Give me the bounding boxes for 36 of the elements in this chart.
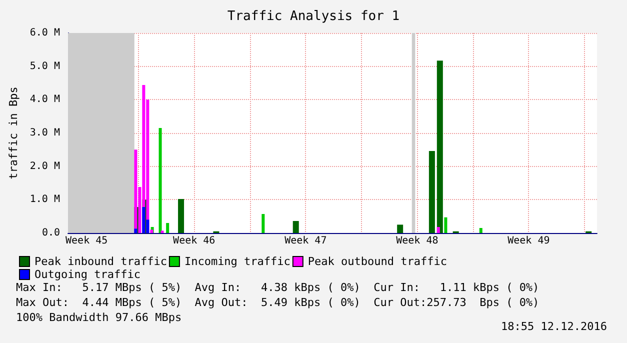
text: 100% Bandwidth 97.66 MBps (16, 311, 182, 324)
legend-label: Peak inbound traffic (34, 255, 167, 268)
bar (134, 228, 138, 233)
bar (428, 151, 435, 233)
y-tick-label: 2.0 M (30, 160, 60, 172)
y-tick-label: 4.0 M (30, 94, 60, 106)
bar (166, 223, 170, 233)
bar (292, 221, 299, 233)
text: 18:55 12.12.2016 (501, 320, 608, 333)
text: Max Out: 4.44 MBps ( 5%) Avg Out: 5.49 kBps ( 0%) Cur Out:257.73 Bps ( 0%) (16, 296, 540, 309)
bar (479, 228, 482, 233)
legend-label: Incoming traffic (184, 255, 290, 268)
bar (444, 217, 448, 233)
legend-label: Peak outbound traffic (308, 255, 447, 268)
bar (158, 128, 162, 233)
x-tick-label: Week 46 (173, 236, 216, 246)
bar (436, 227, 440, 233)
y-tick-label: 3.0 M (30, 128, 60, 138)
y-tick-label: 5.0 M (30, 60, 60, 72)
chart-title: Traffic Analysis for 1 (227, 9, 400, 24)
bar (178, 199, 184, 233)
x-tick-label: Week 48 (396, 236, 438, 246)
y-axis-title: traffic in Bps (7, 86, 20, 180)
text: Max In: 5.17 MBps ( 5%) Avg In: 4.38 kBps ( 0%) Cur In: 1.11 kBps ( 0%) (16, 281, 540, 294)
y-tick-label: 0.0 (42, 228, 60, 238)
bar (262, 214, 265, 233)
y-tick-label: 1.0 M (30, 194, 60, 206)
bar (436, 60, 443, 233)
x-tick-label: Week 49 (508, 236, 550, 246)
x-tick-label: Week 45 (66, 236, 108, 246)
legend-label: Outgoing traffic (34, 268, 140, 281)
bar (150, 230, 154, 233)
bar (397, 224, 404, 233)
bar (142, 207, 146, 233)
x-tick-label: Week 47 (284, 236, 327, 246)
y-tick-label: 6.0 M (30, 28, 60, 38)
